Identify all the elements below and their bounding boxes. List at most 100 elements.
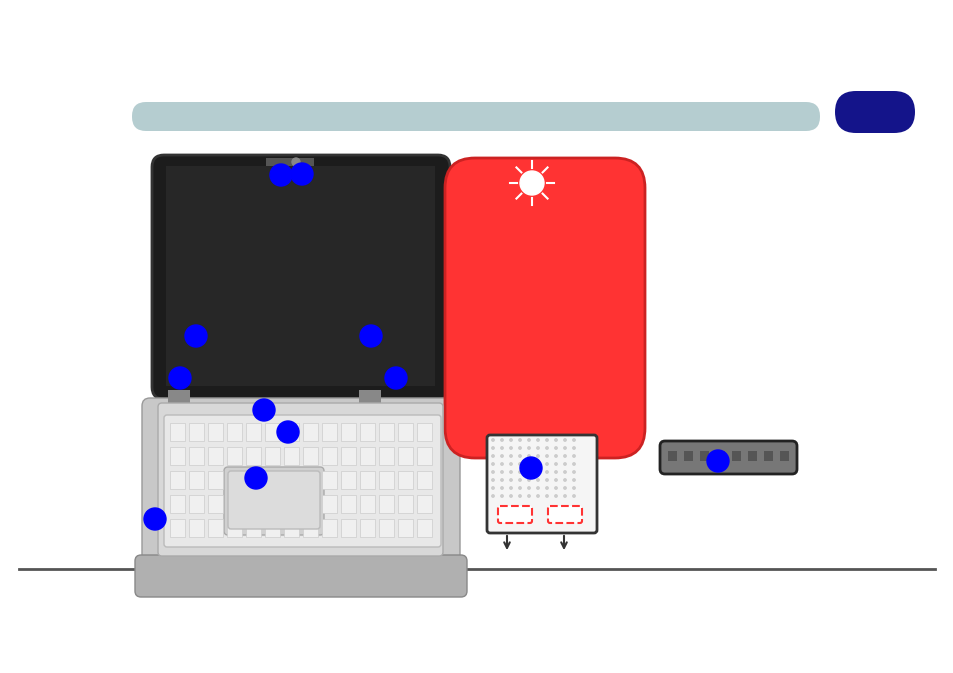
FancyBboxPatch shape — [152, 155, 450, 399]
FancyBboxPatch shape — [416, 471, 432, 489]
FancyBboxPatch shape — [340, 495, 355, 513]
Circle shape — [500, 479, 502, 481]
Circle shape — [563, 495, 566, 497]
Circle shape — [492, 471, 494, 473]
FancyBboxPatch shape — [397, 519, 413, 537]
FancyBboxPatch shape — [208, 423, 223, 441]
FancyBboxPatch shape — [303, 471, 317, 489]
Circle shape — [492, 447, 494, 449]
FancyBboxPatch shape — [497, 506, 532, 523]
FancyBboxPatch shape — [358, 390, 380, 410]
FancyBboxPatch shape — [659, 441, 796, 474]
Circle shape — [169, 367, 191, 389]
Circle shape — [492, 455, 494, 457]
FancyBboxPatch shape — [284, 447, 298, 465]
FancyBboxPatch shape — [265, 447, 280, 465]
Circle shape — [245, 467, 267, 489]
FancyBboxPatch shape — [170, 471, 185, 489]
Circle shape — [492, 495, 494, 497]
Circle shape — [500, 447, 502, 449]
Circle shape — [706, 450, 728, 472]
FancyBboxPatch shape — [303, 495, 317, 513]
Circle shape — [518, 439, 520, 441]
FancyBboxPatch shape — [170, 519, 185, 537]
Circle shape — [527, 439, 530, 441]
Circle shape — [555, 479, 557, 481]
FancyBboxPatch shape — [284, 519, 298, 537]
FancyBboxPatch shape — [780, 451, 788, 461]
Circle shape — [545, 455, 548, 457]
FancyBboxPatch shape — [359, 519, 375, 537]
FancyBboxPatch shape — [397, 447, 413, 465]
Circle shape — [527, 447, 530, 449]
FancyBboxPatch shape — [284, 495, 298, 513]
FancyBboxPatch shape — [208, 471, 223, 489]
Circle shape — [537, 439, 538, 441]
Circle shape — [555, 495, 557, 497]
Circle shape — [545, 471, 548, 473]
FancyBboxPatch shape — [208, 447, 223, 465]
Circle shape — [545, 487, 548, 489]
FancyBboxPatch shape — [189, 519, 204, 537]
Circle shape — [563, 487, 566, 489]
Circle shape — [563, 439, 566, 441]
FancyBboxPatch shape — [340, 519, 355, 537]
FancyBboxPatch shape — [747, 451, 757, 461]
Circle shape — [276, 421, 298, 443]
Circle shape — [572, 463, 575, 465]
Circle shape — [500, 455, 502, 457]
Circle shape — [555, 463, 557, 465]
FancyBboxPatch shape — [397, 471, 413, 489]
Circle shape — [253, 399, 274, 421]
FancyBboxPatch shape — [340, 447, 355, 465]
Circle shape — [492, 463, 494, 465]
Circle shape — [537, 463, 538, 465]
Circle shape — [555, 447, 557, 449]
Circle shape — [572, 495, 575, 497]
Circle shape — [518, 463, 520, 465]
FancyBboxPatch shape — [322, 519, 336, 537]
Circle shape — [292, 158, 299, 166]
FancyBboxPatch shape — [716, 451, 724, 461]
Circle shape — [500, 439, 502, 441]
FancyBboxPatch shape — [322, 495, 336, 513]
Circle shape — [492, 487, 494, 489]
Circle shape — [509, 479, 512, 481]
FancyBboxPatch shape — [265, 519, 280, 537]
FancyBboxPatch shape — [667, 451, 677, 461]
Circle shape — [527, 487, 530, 489]
Circle shape — [518, 455, 520, 457]
Circle shape — [509, 439, 512, 441]
Circle shape — [537, 447, 538, 449]
FancyBboxPatch shape — [486, 435, 597, 533]
FancyBboxPatch shape — [224, 467, 324, 535]
FancyBboxPatch shape — [246, 447, 261, 465]
Circle shape — [518, 495, 520, 497]
Circle shape — [500, 487, 502, 489]
Circle shape — [509, 447, 512, 449]
Circle shape — [572, 471, 575, 473]
FancyBboxPatch shape — [265, 495, 280, 513]
FancyBboxPatch shape — [303, 519, 317, 537]
FancyBboxPatch shape — [189, 447, 204, 465]
FancyBboxPatch shape — [378, 471, 394, 489]
FancyBboxPatch shape — [763, 451, 772, 461]
Circle shape — [555, 439, 557, 441]
Circle shape — [492, 479, 494, 481]
FancyBboxPatch shape — [378, 447, 394, 465]
Circle shape — [518, 471, 520, 473]
Circle shape — [509, 455, 512, 457]
Circle shape — [527, 463, 530, 465]
FancyBboxPatch shape — [265, 423, 280, 441]
Circle shape — [518, 487, 520, 489]
FancyBboxPatch shape — [444, 158, 644, 458]
Circle shape — [563, 447, 566, 449]
FancyBboxPatch shape — [359, 447, 375, 465]
FancyBboxPatch shape — [322, 423, 336, 441]
FancyBboxPatch shape — [378, 423, 394, 441]
FancyBboxPatch shape — [227, 495, 242, 513]
FancyBboxPatch shape — [683, 451, 692, 461]
Circle shape — [385, 367, 407, 389]
FancyBboxPatch shape — [378, 519, 394, 537]
Circle shape — [537, 455, 538, 457]
